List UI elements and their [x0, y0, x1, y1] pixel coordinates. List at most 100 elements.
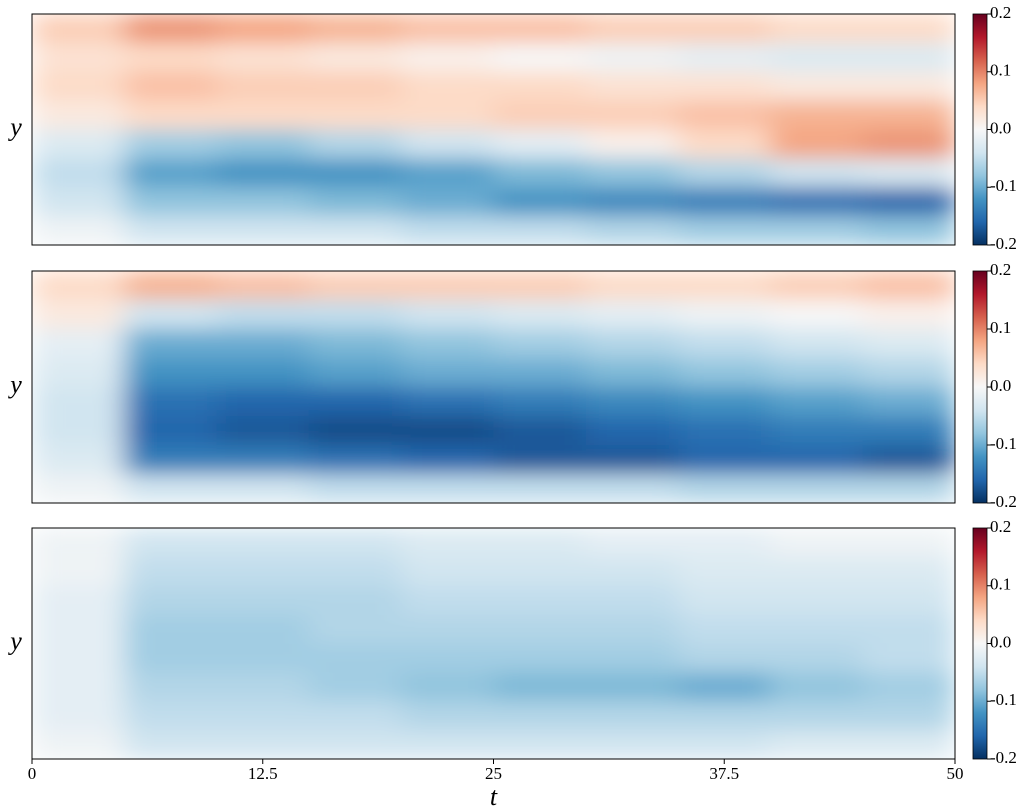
- cell: [678, 100, 771, 130]
- cell: [32, 71, 125, 102]
- cell: [585, 701, 679, 731]
- cell: [493, 445, 587, 475]
- colorbar: [972, 527, 988, 760]
- cell: [585, 730, 679, 759]
- cell: [401, 14, 494, 44]
- cell: [401, 585, 494, 616]
- colorbar: [972, 270, 988, 504]
- cell: [770, 585, 864, 616]
- cell: [401, 329, 494, 359]
- cell: [493, 614, 587, 644]
- cell: [32, 158, 125, 188]
- cell: [124, 387, 218, 417]
- colorbar-tick-label: 0.0: [990, 376, 1011, 395]
- cell: [401, 71, 494, 102]
- cell: [862, 158, 955, 188]
- cell: [216, 71, 310, 102]
- cell: [862, 358, 955, 388]
- cell: [770, 271, 864, 301]
- cell: [678, 71, 771, 102]
- cell: [308, 643, 402, 673]
- cell: [32, 187, 125, 217]
- cell: [770, 187, 864, 217]
- cell: [770, 416, 864, 446]
- cell: [308, 474, 402, 503]
- cell: [862, 445, 955, 475]
- cell: [678, 701, 771, 731]
- cell: [308, 445, 402, 475]
- cell: [770, 14, 864, 44]
- cell: [862, 474, 955, 503]
- cell: [124, 71, 218, 102]
- cell: [678, 358, 771, 388]
- cell: [493, 300, 587, 330]
- colorbar-tick-label: 0.0: [990, 118, 1011, 137]
- colorbar-tick-label: 0.1: [990, 61, 1011, 80]
- cell: [308, 528, 402, 558]
- cell: [401, 100, 494, 130]
- cell: [308, 387, 402, 417]
- cell: [216, 556, 310, 587]
- cell: [862, 701, 955, 731]
- cell: [862, 300, 955, 330]
- cell: [308, 300, 402, 330]
- cell: [216, 585, 310, 616]
- cell: [493, 416, 587, 446]
- cell: [493, 528, 587, 558]
- heatmap: [32, 528, 955, 759]
- cell: [308, 187, 402, 217]
- cell: [585, 187, 679, 217]
- cell: [493, 556, 587, 587]
- heatmap: [32, 14, 955, 245]
- cell: [493, 71, 587, 102]
- cell: [32, 416, 125, 446]
- cell: [585, 445, 679, 475]
- cell: [216, 528, 310, 558]
- cell: [770, 71, 864, 102]
- cell: [493, 216, 587, 245]
- cell: [678, 329, 771, 359]
- cell: [678, 416, 771, 446]
- cell: [216, 129, 310, 159]
- cell: [401, 445, 494, 475]
- cell: [862, 14, 955, 44]
- cell: [216, 158, 310, 188]
- cell: [32, 216, 125, 245]
- cell: [678, 300, 771, 330]
- cell: [585, 14, 679, 44]
- cell: [585, 329, 679, 359]
- cell: [216, 300, 310, 330]
- cell: [401, 42, 494, 73]
- cell: [678, 187, 771, 217]
- cell: [770, 129, 864, 159]
- cell: [585, 100, 679, 130]
- cell: [124, 528, 218, 558]
- cell: [32, 387, 125, 417]
- cell: [493, 187, 587, 217]
- cell: [32, 672, 125, 702]
- cell: [770, 445, 864, 475]
- x-tick-label: 25: [485, 764, 502, 783]
- cell: [308, 358, 402, 388]
- cell: [32, 701, 125, 731]
- cell: [124, 556, 218, 587]
- cell: [585, 416, 679, 446]
- cell: [493, 358, 587, 388]
- cell: [216, 643, 310, 673]
- cell: [678, 474, 771, 503]
- cell: [493, 585, 587, 616]
- cell: [308, 42, 402, 73]
- cell: [308, 416, 402, 446]
- cell: [124, 216, 218, 245]
- cell: [493, 14, 587, 44]
- colorbar-tick-label: 0.1: [990, 575, 1011, 594]
- cell: [216, 387, 310, 417]
- cell: [216, 329, 310, 359]
- cell: [32, 358, 125, 388]
- cell: [216, 614, 310, 644]
- cell: [862, 100, 955, 130]
- cell: [124, 701, 218, 731]
- cell: [32, 271, 125, 301]
- cell: [216, 416, 310, 446]
